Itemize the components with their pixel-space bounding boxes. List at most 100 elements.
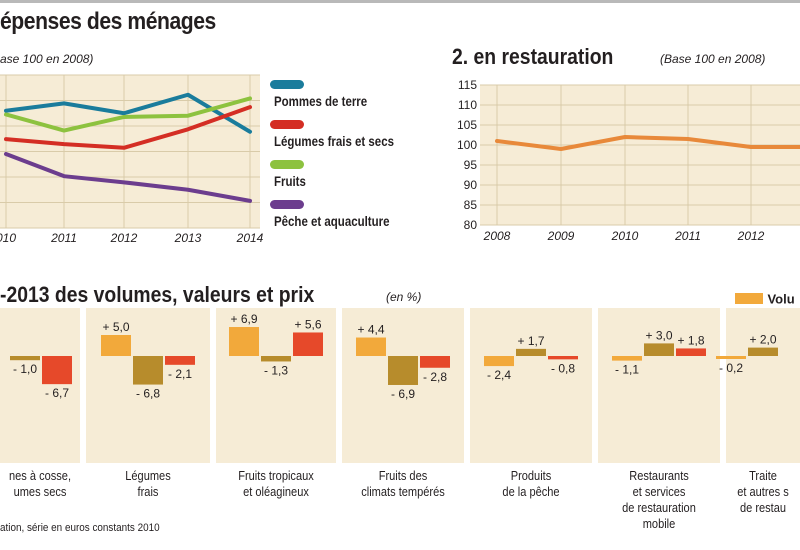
- chart2-svg: 80 85 90 95 100 105 110 115 2008 2009 2010 2011 2012: [457, 78, 800, 243]
- chart1-legend: Pommes de terre Légumes frais et secs Frui…: [270, 80, 440, 230]
- chart2-x-tick: 2012: [737, 229, 765, 243]
- category-label: Fruits des climats tempérés: [361, 468, 445, 499]
- bar-value-label: + 6,9: [230, 312, 257, 326]
- series-line-3: [4, 151, 252, 203]
- category-label: Fruits tropicaux et oléagineux: [238, 468, 314, 499]
- bar-valeur: [261, 356, 291, 362]
- bar-value-label: - 1,0: [13, 362, 37, 376]
- bar-value-label: - 6,9: [391, 387, 415, 401]
- chart3-svg: - 1,0 - 6,7 + 5,0 - 6,8 - 2,1 + 6,9 - 1,3 + 5,6…: [0, 308, 800, 463]
- legend-item: Fruits: [270, 160, 440, 200]
- bar-value-label: + 2,0: [749, 333, 776, 347]
- category-label: Légumes frais: [125, 468, 171, 499]
- bar-volume: [484, 356, 514, 367]
- bar-group-panel: [726, 308, 800, 463]
- chart1-svg: 010 2011 2012 2013 2014: [0, 74, 264, 245]
- chart3-legend: Volu: [735, 290, 795, 306]
- bar-value-label: + 5,6: [294, 317, 321, 331]
- bar-valeur: [748, 347, 778, 356]
- category-label: Produits de la pêche: [502, 468, 560, 499]
- bar-volume: [101, 335, 131, 356]
- legend-volume-label: Volu: [767, 291, 795, 307]
- bar-value-label: + 3,0: [645, 328, 672, 342]
- footnote: ation, série en euros constants 2010: [0, 522, 160, 534]
- legend-item: Pêche et aquaculture: [270, 200, 440, 240]
- bar-volume: [612, 356, 642, 361]
- bar-group-panel: [598, 308, 720, 463]
- chart2-y-tick: 95: [464, 158, 478, 172]
- chart2-x-tick: 2010: [611, 229, 639, 243]
- restauration-line: [495, 135, 800, 151]
- bar-value-label: - 0,2: [719, 361, 743, 375]
- top-rule: [0, 0, 800, 3]
- chart3-title: -2013 des volumes, valeurs et prix: [0, 282, 315, 307]
- bar-value-label: - 6,7: [45, 386, 69, 400]
- chart1-x-tick: 2014: [236, 231, 264, 245]
- legend-label: Pommes de terre: [274, 93, 368, 109]
- bar-value-label: - 2,8: [423, 370, 447, 384]
- chart2-subtitle: (Base 100 en 2008): [660, 52, 766, 66]
- legend-label: Pêche et aquaculture: [274, 213, 390, 229]
- chart1-x-tick: 2013: [174, 231, 202, 245]
- bar-value-label: - 1,3: [264, 363, 288, 377]
- chart1-subtitle: ase 100 en 2008): [0, 52, 94, 66]
- bar-valeur: [516, 348, 546, 356]
- series-line-0: [4, 92, 252, 134]
- chart2-title: 2. en restauration: [452, 44, 614, 69]
- chart1-title: épenses des ménages: [0, 8, 216, 35]
- chart2-x-tick: 2011: [674, 229, 701, 243]
- bar-group-panel: [470, 308, 592, 463]
- bar-prix: [293, 332, 323, 356]
- bar-prix: [165, 356, 195, 365]
- category-label: nes à cosse, umes secs: [8, 468, 72, 499]
- bar-volume: [356, 337, 386, 356]
- legend-item: Légumes frais et secs: [270, 120, 440, 160]
- chart2-y-tick: 100: [457, 138, 477, 152]
- chart1-x-tick: 010: [0, 231, 16, 245]
- category-label: Restaurants et services de restauration …: [622, 468, 696, 531]
- bar-value-label: - 0,8: [551, 361, 575, 375]
- bar-value-label: - 6,8: [136, 387, 160, 401]
- bar-prix: [420, 356, 450, 368]
- bar-value-label: - 1,1: [615, 363, 639, 377]
- bar-value-label: + 1,7: [517, 334, 544, 348]
- chart2-plot-area: [480, 85, 800, 225]
- chart2-y-tick: 85: [464, 198, 478, 212]
- bar-value-label: + 5,0: [102, 320, 129, 334]
- chart2-y-tick: 110: [458, 98, 477, 112]
- legend-swatch: [270, 200, 304, 209]
- bar-group-panel: [0, 308, 80, 463]
- legend-swatch: [270, 120, 304, 129]
- bar-valeur: [133, 356, 163, 385]
- legend-item: Pommes de terre: [270, 80, 440, 120]
- bar-valeur: [388, 356, 418, 385]
- bar-volume: [229, 327, 259, 356]
- legend-label: Légumes frais et secs: [274, 133, 394, 149]
- chart3-subtitle: (en %): [386, 290, 422, 304]
- bar-value-label: + 4,4: [357, 323, 384, 337]
- legend-volume-swatch: [735, 293, 763, 305]
- chart3-title-row: -2013 des volumes, valeurs et prix: [0, 282, 357, 308]
- bar-value-label: - 2,4: [487, 368, 511, 382]
- category-label: Traite et autres s de restau: [737, 468, 789, 515]
- chart2-y-tick: 80: [464, 218, 478, 232]
- bar-group-panel: [86, 308, 210, 463]
- chart1-x-tick: 2011: [50, 231, 77, 245]
- legend-label: Fruits: [274, 173, 306, 189]
- chart1-x-tick: 2012: [110, 231, 138, 245]
- chart2-x-tick: 2008: [483, 229, 511, 243]
- bar-valeur: [644, 343, 674, 356]
- bar-valeur: [10, 356, 40, 361]
- chart2-y-tick: 105: [457, 118, 477, 132]
- legend-swatch: [270, 80, 304, 89]
- legend-swatch: [270, 160, 304, 169]
- series-line-1: [4, 105, 252, 150]
- chart2-x-tick: 2009: [547, 229, 575, 243]
- bar-prix: [676, 348, 706, 356]
- bar-value-label: + 1,8: [677, 333, 704, 347]
- chart2-y-tick: 90: [464, 178, 478, 192]
- bar-volume: [716, 356, 746, 359]
- bar-group-panel: [342, 308, 464, 463]
- bar-value-label: - 2,1: [168, 367, 192, 381]
- bar-prix: [42, 356, 72, 385]
